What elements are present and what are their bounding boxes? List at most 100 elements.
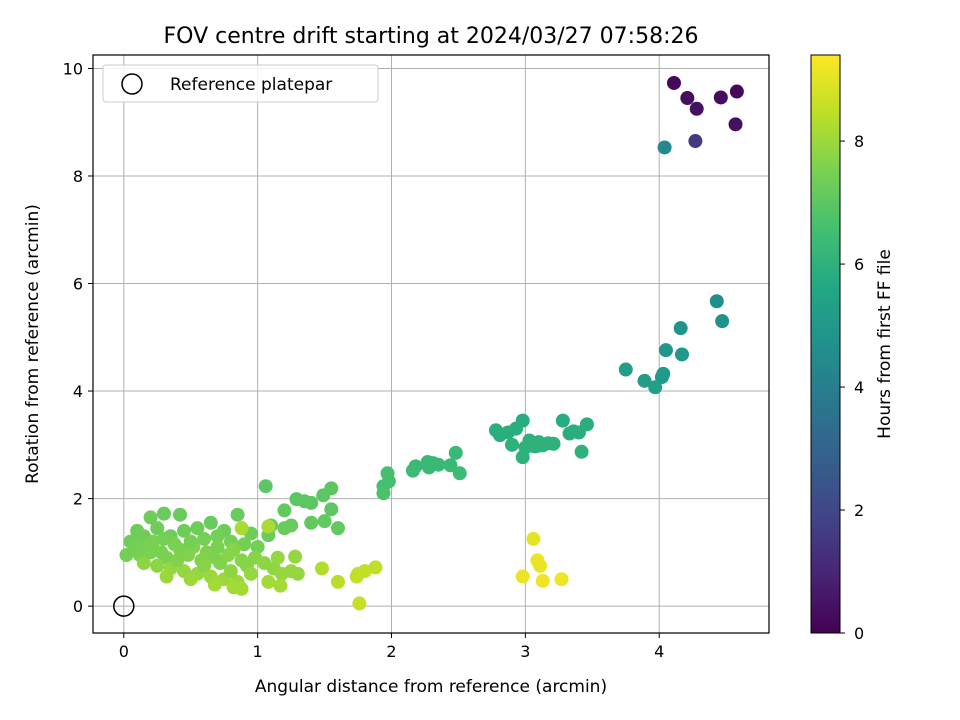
scatter-point — [571, 425, 586, 440]
scatter-point — [509, 421, 524, 436]
scatter-point — [674, 347, 689, 362]
scatter-point — [243, 566, 258, 581]
scatter-point — [452, 466, 467, 481]
x-tick-label: 2 — [386, 642, 396, 661]
scatter-point — [226, 542, 241, 557]
scatter-point — [150, 558, 165, 573]
x-tick-label: 4 — [654, 642, 664, 661]
scatter-point — [673, 321, 688, 336]
scatter-point — [421, 460, 436, 475]
grid — [93, 55, 769, 633]
chart-title: FOV centre drift starting at 2024/03/27 … — [164, 24, 699, 49]
scatter-point — [288, 549, 303, 564]
scatter-point — [688, 134, 703, 149]
colorbar-tick-label: 8 — [854, 132, 864, 151]
scatter-point — [297, 494, 312, 509]
scatter-point — [330, 574, 345, 589]
colorbar-ticks: 0 2 4 6 8 — [840, 132, 864, 643]
colorbar-label: Hours from first FF file — [875, 249, 895, 439]
y-tick-label: 10 — [63, 59, 83, 78]
scatter-point — [330, 521, 345, 536]
scatter-point — [554, 572, 569, 587]
scatter-point — [709, 294, 724, 309]
scatter-point — [130, 537, 145, 552]
scatter-point — [273, 578, 288, 593]
scatter-point — [658, 343, 673, 358]
scatter-point — [316, 488, 331, 503]
scatter-point — [666, 75, 681, 90]
scatter-point — [250, 539, 265, 554]
scatter-point — [210, 529, 225, 544]
scatter-point — [689, 101, 704, 116]
colorbar-tick-label: 0 — [854, 624, 864, 643]
y-tick-label: 6 — [73, 275, 83, 294]
y-axis-label: Rotation from reference (arcmin) — [23, 204, 43, 484]
scatter-point — [654, 370, 669, 385]
scatter-point — [237, 537, 252, 552]
scatter-point — [170, 553, 185, 568]
scatter-point — [270, 550, 285, 565]
scatter-point — [190, 521, 205, 536]
scatter-point — [230, 507, 245, 522]
colorbar-gradient — [810, 54, 841, 634]
scatter-point — [618, 362, 633, 377]
scatter-point — [504, 437, 519, 452]
scatter-point — [352, 596, 367, 611]
scatter-point — [156, 506, 171, 521]
scatter-point — [261, 519, 276, 534]
y-tick-label: 4 — [73, 382, 83, 401]
scatter-point — [555, 413, 570, 428]
scatter-point — [197, 558, 212, 573]
scatter-point — [448, 445, 463, 460]
scatter-point — [368, 560, 383, 575]
scatter-point — [261, 574, 276, 589]
scatter-point — [183, 572, 198, 587]
scatter-point — [173, 507, 188, 522]
scatter-point — [290, 566, 305, 581]
colorbar-tick-label: 2 — [854, 501, 864, 520]
y-axis: 0 2 4 6 8 10 — [63, 59, 93, 616]
scatter-point — [535, 573, 550, 588]
scatter-point — [143, 510, 158, 525]
scatter-point — [637, 373, 652, 388]
legend-label: Reference platepar — [170, 75, 332, 95]
scatter-point — [210, 539, 225, 554]
scatter-point — [203, 515, 218, 530]
scatter-point — [277, 503, 292, 518]
scatter-point — [304, 515, 319, 530]
scatter-point — [314, 561, 329, 576]
scatter-point — [317, 514, 332, 529]
scatter-point — [729, 84, 744, 99]
scatter-point — [715, 314, 730, 329]
scatter-point — [728, 117, 743, 132]
scatter-point — [546, 436, 561, 451]
scatter-point — [159, 569, 174, 584]
x-tick-label: 1 — [253, 642, 263, 661]
scatter-point — [648, 380, 663, 395]
x-axis-label: Angular distance from reference (arcmin) — [255, 677, 607, 697]
legend-marker-icon — [121, 73, 143, 95]
scatter-point — [234, 581, 249, 596]
scatter-point — [526, 531, 541, 546]
y-tick-label: 8 — [73, 167, 83, 186]
scatter-point — [533, 558, 548, 573]
colorbar-tick-label: 4 — [854, 378, 864, 397]
scatter-point — [223, 564, 238, 579]
scatter-point — [159, 550, 174, 565]
x-axis: 0 1 2 3 4 — [119, 633, 664, 661]
scatter-point — [515, 569, 530, 584]
colorbar-tick-label: 6 — [854, 255, 864, 274]
scatter-point — [574, 444, 589, 459]
scatter-point — [183, 534, 198, 549]
scatter-point — [143, 545, 158, 560]
scatter-point — [713, 90, 728, 105]
scatter-point — [405, 463, 420, 478]
scatter-point — [530, 438, 545, 453]
scatter-point — [376, 486, 391, 501]
data-points — [119, 75, 744, 611]
legend: Reference platepar — [102, 64, 379, 103]
legend-box — [102, 64, 379, 103]
scatter-point — [515, 450, 530, 465]
